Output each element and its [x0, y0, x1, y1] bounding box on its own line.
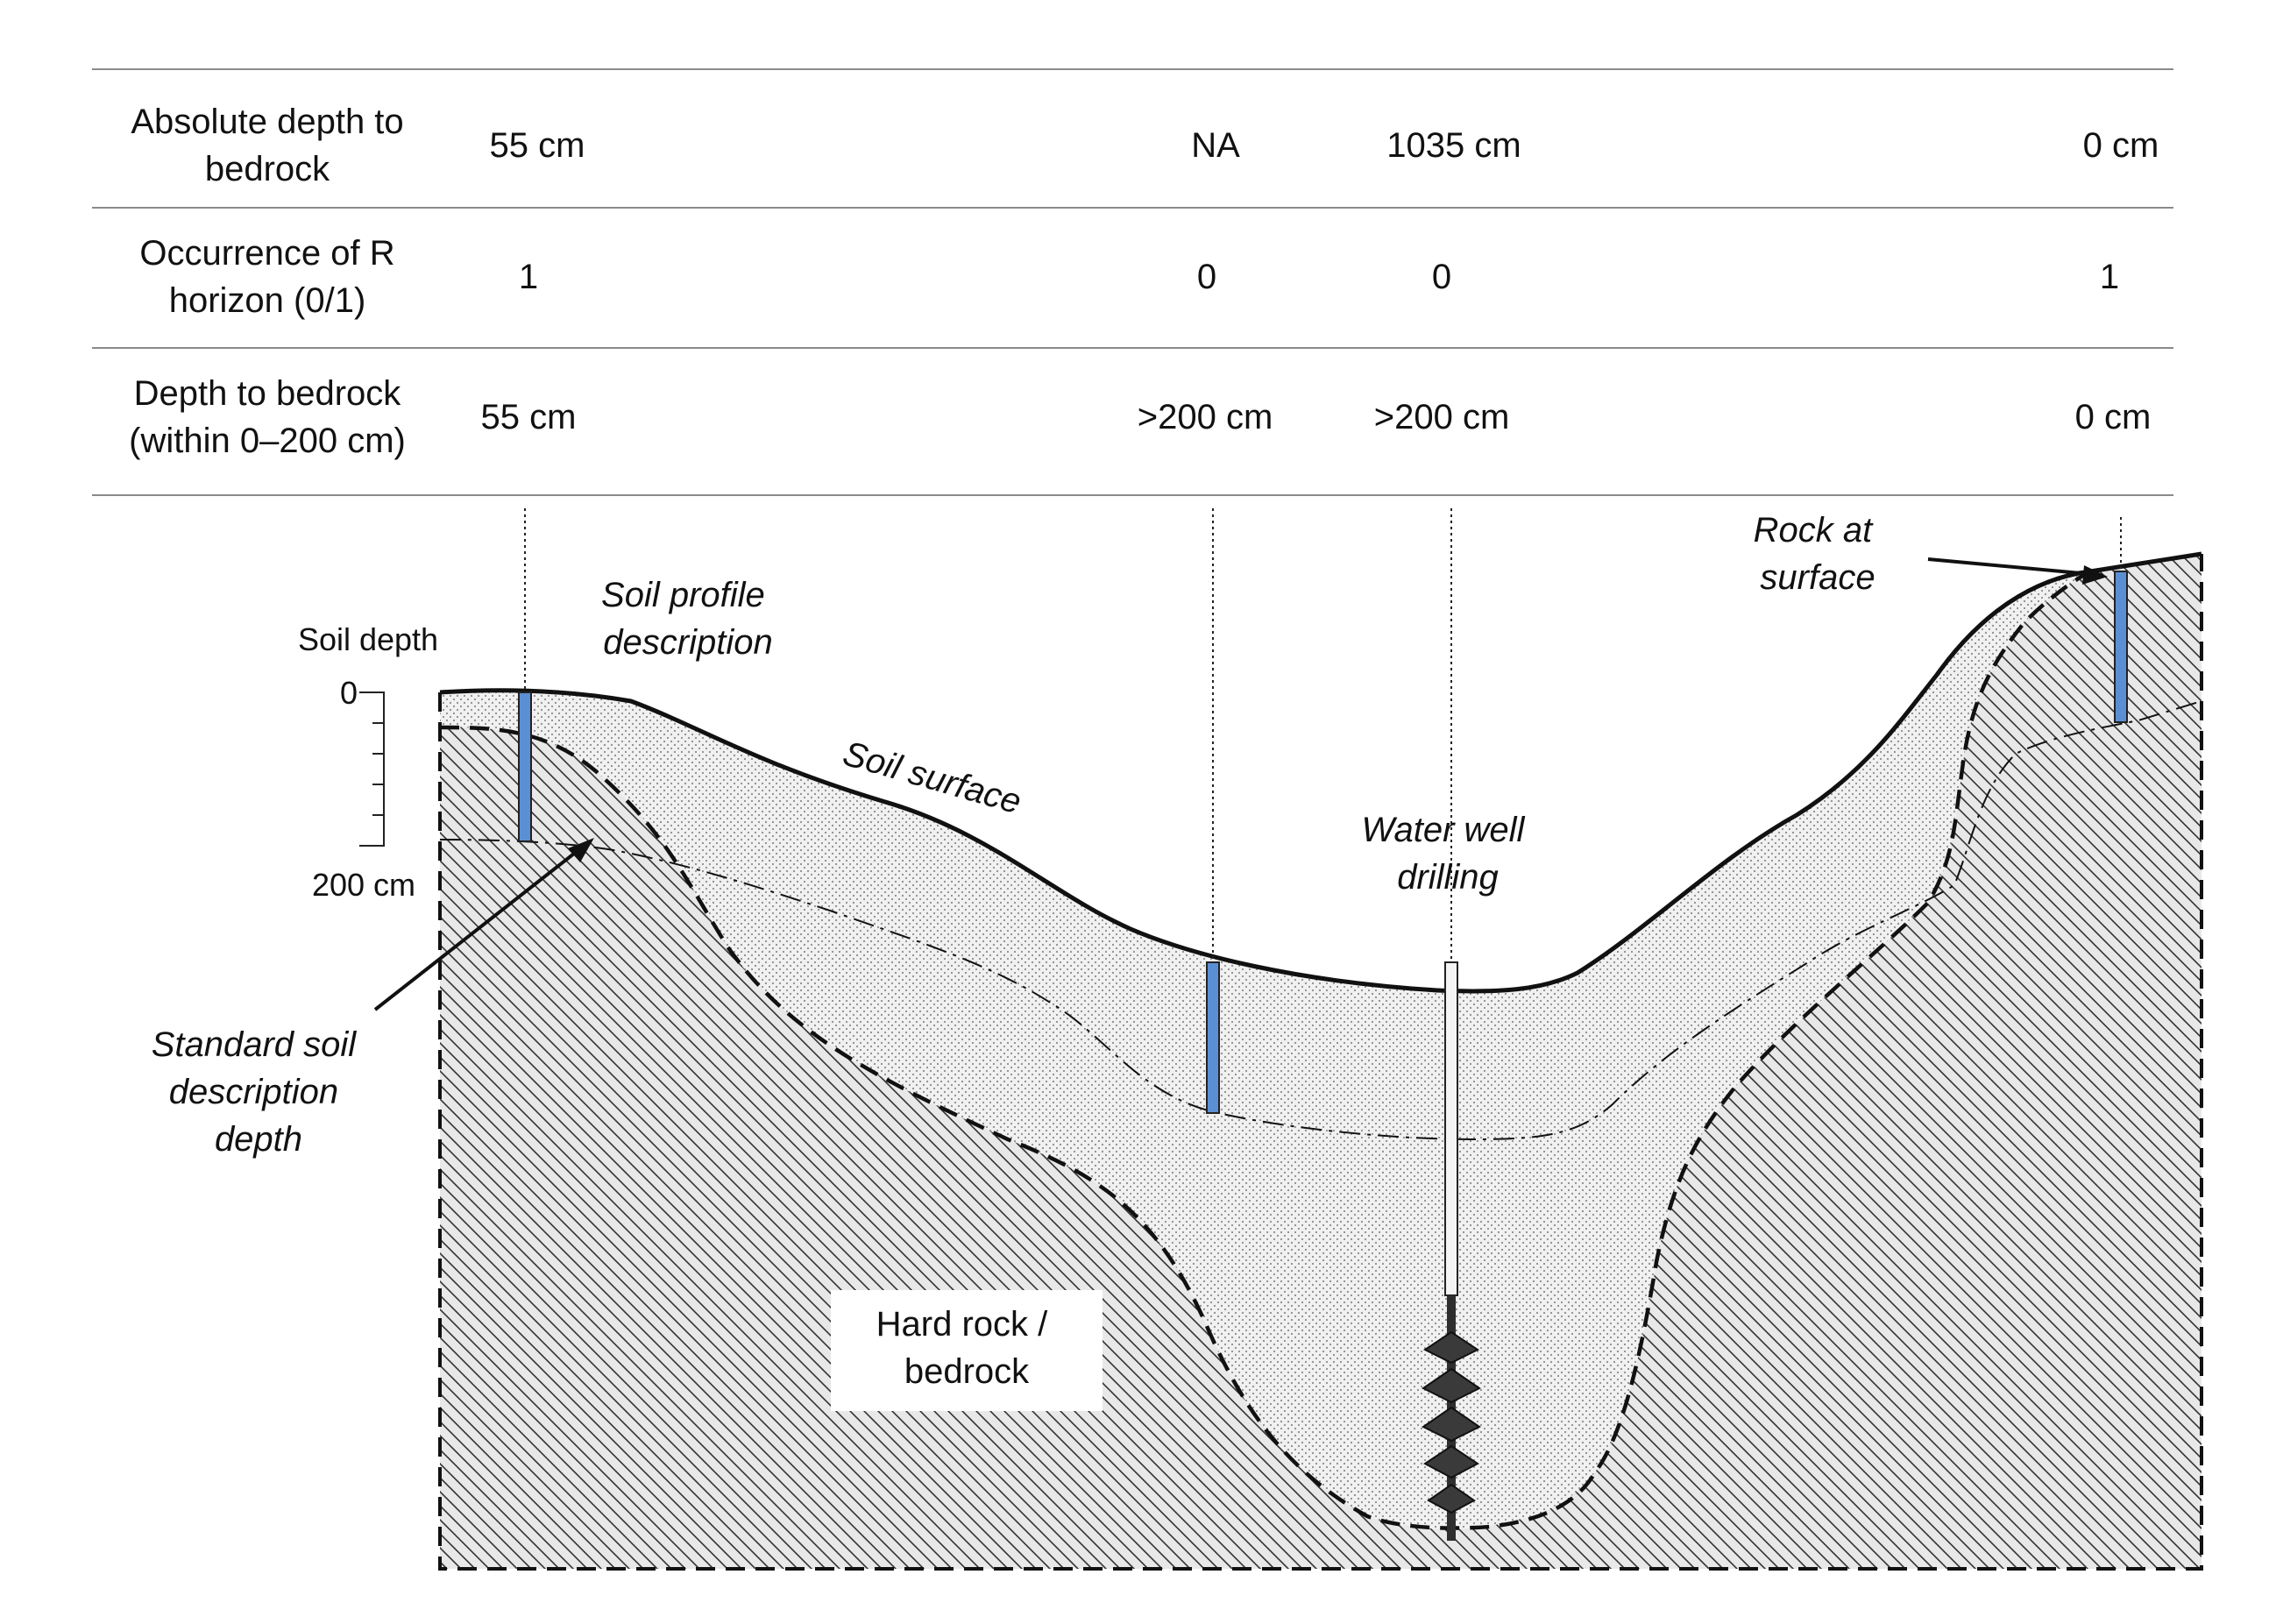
soil-depth-bottom: 200 cm [312, 867, 415, 903]
standard-depth-line [439, 700, 2202, 1141]
label-soil-profile: Soil profile description [601, 576, 775, 662]
soil-surface-line [439, 551, 2202, 994]
table-cell: NA [1191, 126, 1240, 165]
table-cell: 1 [2099, 258, 2120, 296]
row-label-depth-within-200: Depth to bedrock (within 0–200 cm) [129, 374, 406, 460]
drill-auger [1422, 961, 1481, 1541]
table-rule-1 [92, 207, 2173, 209]
soil-depth-top: 0 [340, 675, 358, 711]
soil-core-4 [2114, 571, 2128, 723]
label-standard-depth: Standard soil description depth [152, 1025, 366, 1159]
table-cell: 0 [1196, 258, 1217, 296]
section-frame [438, 554, 2203, 1571]
hard-rock-label-bg [831, 1290, 1103, 1411]
table-cell: >200 cm [1373, 398, 1510, 436]
soil-depth-title: Soil depth [298, 621, 438, 657]
soil-core-1 [518, 691, 532, 842]
table-rule-2 [92, 347, 2173, 349]
arrow-standard-depth [373, 838, 594, 1011]
bedrock-left [440, 727, 1455, 1569]
label-hard-rock: Hard rock / bedrock [876, 1305, 1058, 1391]
table-cell: 1035 cm [1386, 126, 1521, 165]
table-cell: >200 cm [1137, 398, 1273, 436]
table-cell: 1 [518, 258, 539, 296]
soil-core-2 [1206, 961, 1220, 1114]
row-label-absolute-depth: Absolute depth to bedrock [131, 103, 404, 188]
label-water-well: Water well drilling [1361, 811, 1534, 897]
bedrock-right [1455, 554, 2202, 1569]
arrow-rock-surface [1927, 557, 2108, 585]
table-cell: 0 cm [2082, 126, 2159, 165]
table-cell: 55 cm [480, 398, 577, 436]
bedrock-boundary-dashed [439, 570, 2092, 1530]
label-rock-at-surface: Rock at surface [1754, 511, 1882, 597]
table-cell: 0 cm [2074, 398, 2152, 436]
table-cell: 0 [1431, 258, 1452, 296]
table-cell: 55 cm [489, 126, 585, 165]
table-rule-bottom [92, 494, 2173, 496]
soil-depth-scale [359, 691, 385, 847]
table-rule-top [92, 68, 2173, 70]
